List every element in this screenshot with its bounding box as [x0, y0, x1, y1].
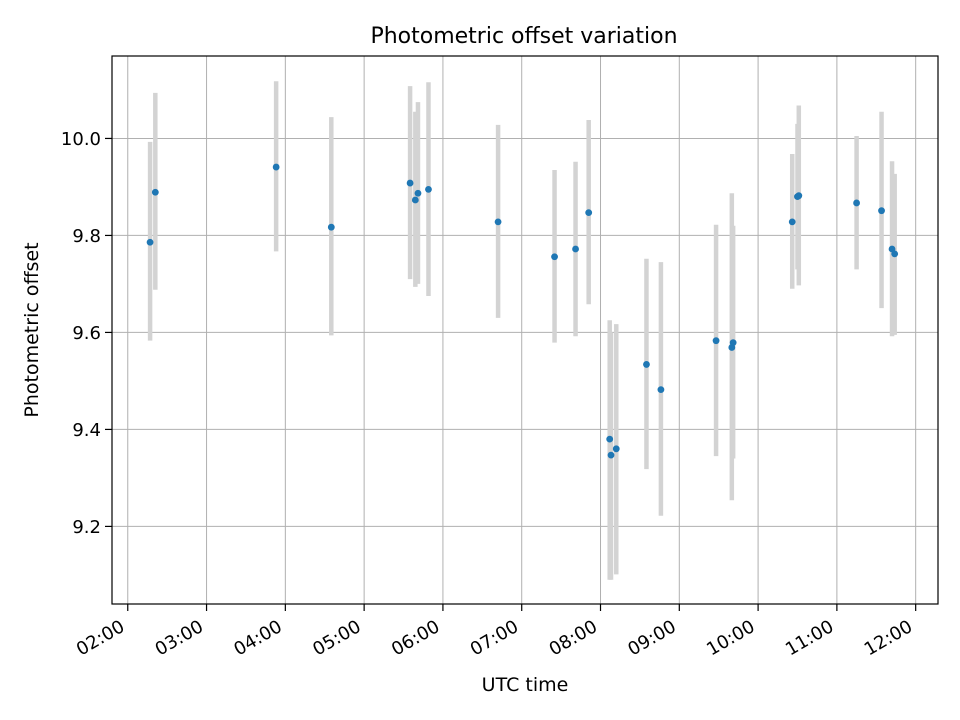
- x-axis-label: UTC time: [482, 674, 569, 696]
- data-point: [411, 196, 419, 204]
- data-point: [327, 223, 335, 231]
- data-point: [494, 218, 502, 226]
- data-point: [272, 163, 280, 171]
- chart-title: Photometric offset variation: [370, 24, 677, 49]
- data-point: [572, 245, 579, 253]
- data-point: [607, 451, 615, 459]
- data-point: [406, 179, 414, 187]
- data-point: [414, 189, 422, 197]
- data-point: [657, 386, 665, 394]
- data-point: [795, 192, 803, 200]
- y-tick-label: 9.8: [72, 226, 101, 247]
- data-point: [729, 339, 737, 347]
- y-tick-label: 9.4: [72, 420, 101, 441]
- y-tick-label: 9.2: [72, 517, 101, 538]
- y-tick-label: 9.6: [72, 323, 101, 344]
- data-point: [606, 435, 614, 443]
- y-axis-ticks: 9.2 9.4 9.6 9.8 10.0: [61, 129, 112, 538]
- data-point: [712, 337, 720, 345]
- data-point: [551, 253, 558, 261]
- data-point: [878, 207, 885, 215]
- data-point: [425, 185, 432, 193]
- y-axis-label: Photometric offset: [21, 242, 43, 417]
- gridlines: [112, 56, 938, 604]
- plot-frame: [111, 55, 939, 605]
- y-tick-label: 10.0: [61, 129, 101, 150]
- data-point: [146, 238, 154, 246]
- data-points: [146, 163, 899, 459]
- data-point: [643, 361, 650, 368]
- data-point: [853, 199, 860, 207]
- data-point: [585, 209, 593, 217]
- data-point: [151, 188, 159, 196]
- data-point: [788, 218, 796, 226]
- data-point: [612, 445, 620, 453]
- data-point: [891, 250, 899, 258]
